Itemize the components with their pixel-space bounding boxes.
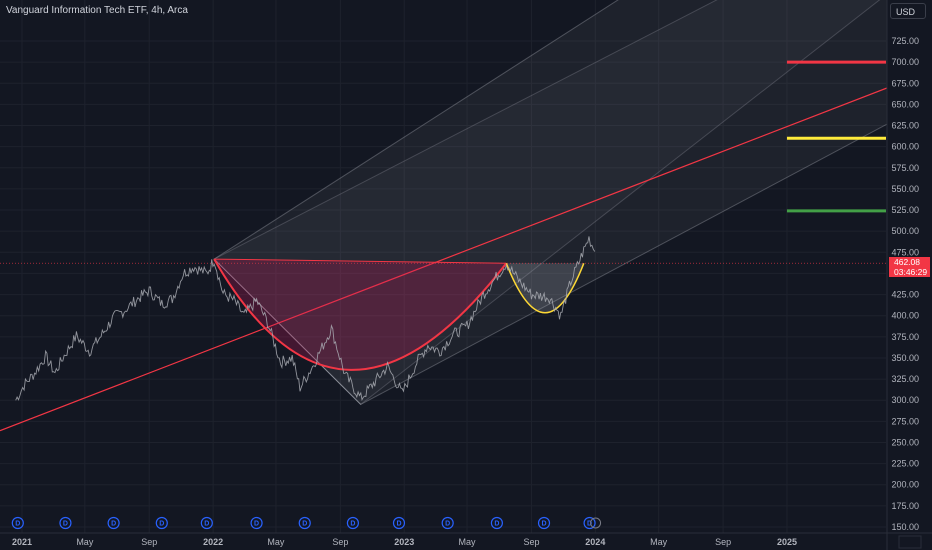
y-tick-label: 575.00 [891, 163, 919, 173]
currency-button[interactable]: USD [890, 3, 926, 19]
dividend-marker[interactable]: D [59, 516, 72, 530]
y-tick-label: 500.00 [891, 226, 919, 236]
y-tick-label: 600.00 [891, 142, 919, 152]
x-tick-label: Sep [141, 537, 157, 547]
dividend-letter: D [159, 521, 164, 528]
dividend-icon [392, 516, 406, 530]
dividend-marker[interactable]: D [250, 516, 263, 530]
dividend-icon [537, 516, 551, 530]
dividend-letter: D [15, 521, 20, 528]
last-price-value: 462.08 [894, 257, 920, 267]
event-marker-icon [590, 517, 602, 529]
x-tick-label: Sep [715, 537, 731, 547]
x-tick-label: May [650, 537, 668, 547]
y-tick-label: 250.00 [891, 437, 919, 447]
x-tick-label: 2025 [777, 537, 797, 547]
x-tick-label: Sep [523, 537, 539, 547]
x-tick-label: May [76, 537, 94, 547]
dividend-marker[interactable]: D [392, 516, 406, 530]
y-tick-label: 650.00 [891, 99, 919, 109]
dividend-icon [490, 516, 503, 530]
x-tick-label: 2023 [394, 537, 414, 547]
y-tick-label: 325.00 [891, 374, 919, 384]
dividend-marker[interactable]: D [11, 516, 24, 530]
y-tick-label: 350.00 [891, 353, 919, 363]
pitchfork-channel[interactable] [213, 0, 932, 406]
x-tick-label: 2022 [203, 537, 223, 547]
dividend-marker[interactable]: D [200, 516, 213, 530]
dividend-icon [59, 516, 72, 530]
dividend-marker[interactable]: D [537, 516, 551, 530]
last-price-tag: 462.08 03:46:29 [889, 257, 930, 277]
price-series-line [15, 236, 596, 402]
x-tick-label: May [267, 537, 285, 547]
dividend-marker[interactable]: D [107, 516, 120, 530]
x-tick-label: Sep [332, 537, 348, 547]
y-tick-label: 150.00 [891, 522, 919, 532]
dividend-icon [583, 516, 596, 530]
dividend-icon [107, 516, 120, 530]
red-trendline[interactable] [0, 70, 932, 432]
drawings-layer[interactable] [0, 0, 932, 432]
y-tick-label: 275.00 [891, 416, 919, 426]
x-tick-label: 2021 [12, 537, 32, 547]
dividend-icon [11, 516, 24, 530]
dividend-letter: D [111, 521, 116, 528]
dividend-letter: D [350, 521, 355, 528]
dividend-marker[interactable]: D [490, 516, 503, 530]
dividend-icon [441, 516, 454, 530]
cup-rim-line[interactable] [214, 258, 507, 264]
dividend-letter: D [587, 521, 592, 528]
axis-settings-icon[interactable] [898, 535, 922, 549]
dividend-marker[interactable]: D [155, 516, 168, 530]
y-tick-label: 175.00 [891, 501, 919, 511]
dividend-letter: D [302, 521, 307, 528]
dividend-marker[interactable]: D [298, 516, 311, 530]
symbol-title: Vanguard Information Tech ETF, 4h, Arca [6, 5, 188, 16]
x-tick-label: 2024 [585, 537, 605, 547]
handle-arc[interactable] [505, 263, 585, 314]
dividend-letter: D [541, 521, 546, 528]
dividend-icon [298, 516, 311, 530]
dividend-icon [200, 516, 213, 530]
cup-fill[interactable] [214, 259, 507, 370]
y-tick-label: 425.00 [891, 290, 919, 300]
dividend-letter: D [63, 521, 68, 528]
y-tick-label: 475.00 [891, 247, 919, 257]
dividend-marker[interactable]: D [583, 516, 596, 530]
y-tick-label: 225.00 [891, 459, 919, 469]
dividend-icon [155, 516, 168, 530]
y-tick-label: 700.00 [891, 57, 919, 67]
y-tick-label: 725.00 [891, 36, 919, 46]
dividend-letter: D [254, 521, 259, 528]
y-tick-label: 375.00 [891, 332, 919, 342]
dividend-letter: D [204, 521, 209, 528]
cup-arc[interactable] [213, 258, 508, 371]
dividend-icon [346, 516, 360, 530]
y-tick-label: 200.00 [891, 480, 919, 490]
y-tick-label: 675.00 [891, 78, 919, 88]
bar-countdown: 03:46:29 [894, 266, 928, 277]
pitchfork-base-line[interactable] [213, 258, 362, 405]
x-tick-label: May [459, 537, 477, 547]
dividend-letter: D [494, 521, 499, 528]
y-tick-label: 550.00 [891, 184, 919, 194]
dividend-marker[interactable]: D [441, 516, 454, 530]
dividend-marker[interactable]: D [346, 516, 360, 530]
dividend-letter: D [445, 521, 450, 528]
pitchfork-inner-band[interactable] [213, 0, 932, 406]
y-tick-label: 625.00 [891, 121, 919, 131]
dividend-icon [250, 516, 263, 530]
y-tick-label: 300.00 [891, 395, 919, 405]
price-series-layer [15, 236, 596, 402]
dividend-letter: D [396, 521, 401, 528]
y-tick-label: 400.00 [891, 311, 919, 321]
y-tick-label: 525.00 [891, 205, 919, 215]
